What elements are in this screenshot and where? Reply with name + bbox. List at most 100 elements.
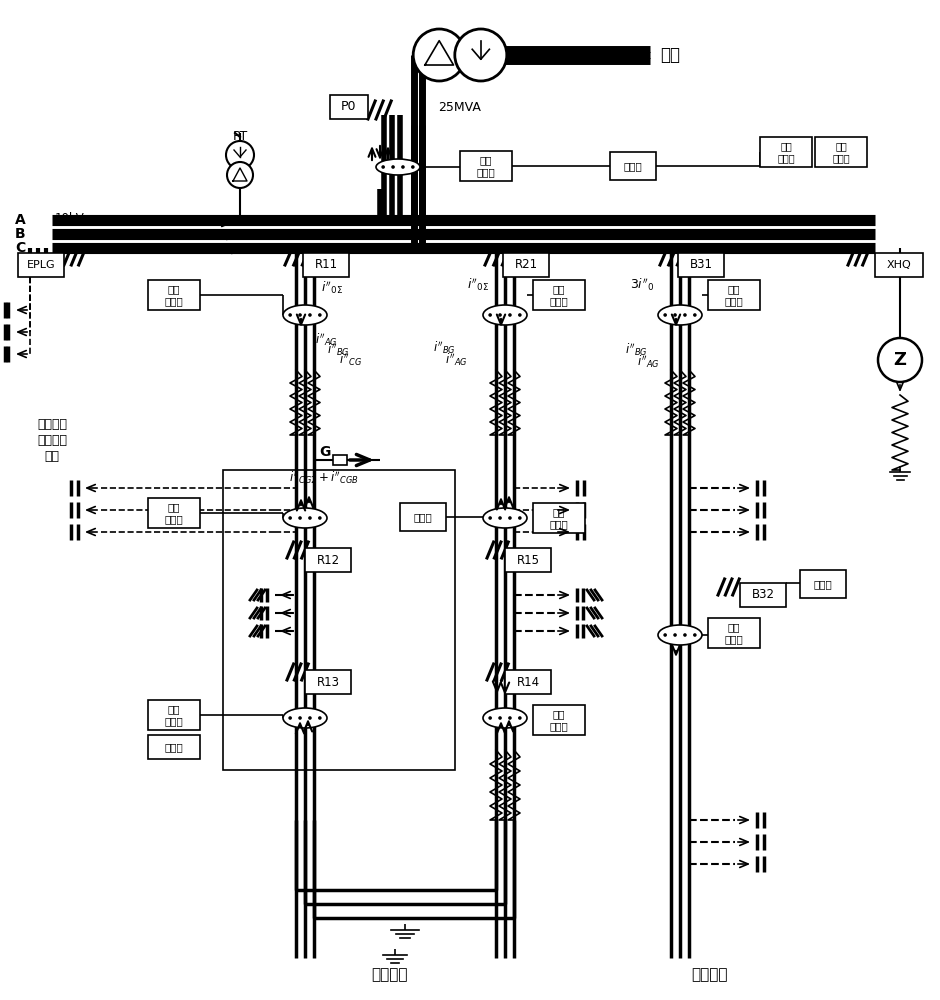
Circle shape xyxy=(289,716,292,720)
Ellipse shape xyxy=(658,305,702,325)
Bar xyxy=(333,455,347,465)
Circle shape xyxy=(489,516,492,520)
Bar xyxy=(708,280,760,310)
Circle shape xyxy=(289,516,292,520)
Circle shape xyxy=(489,716,492,720)
Circle shape xyxy=(382,165,385,169)
Text: 中心
监控机: 中心 监控机 xyxy=(832,141,850,163)
Bar xyxy=(760,137,812,167)
Circle shape xyxy=(509,516,511,520)
Circle shape xyxy=(518,516,522,520)
Bar xyxy=(533,280,585,310)
Text: $i''_{CG2}+i''_{CGB}$: $i''_{CG2}+i''_{CGB}$ xyxy=(289,470,359,486)
Text: 接地
监测器: 接地 监测器 xyxy=(725,622,744,644)
Circle shape xyxy=(673,633,677,637)
Circle shape xyxy=(693,313,697,317)
Text: 中心
通信机: 中心 通信机 xyxy=(777,141,795,163)
Bar xyxy=(148,700,200,730)
Circle shape xyxy=(289,313,292,317)
Bar xyxy=(330,95,368,119)
Text: A: A xyxy=(15,213,25,227)
Circle shape xyxy=(391,165,395,169)
Bar xyxy=(610,152,656,180)
Circle shape xyxy=(318,313,321,317)
Bar xyxy=(18,253,64,277)
Text: Z: Z xyxy=(894,351,906,369)
Text: R14: R14 xyxy=(516,676,540,688)
Text: 接地
监测器: 接地 监测器 xyxy=(164,704,183,726)
Ellipse shape xyxy=(483,708,527,728)
Circle shape xyxy=(414,29,465,81)
Bar xyxy=(460,151,512,181)
Bar xyxy=(678,253,724,277)
Text: P0: P0 xyxy=(341,101,357,113)
Text: 接地
监测器: 接地 监测器 xyxy=(550,507,569,529)
Circle shape xyxy=(683,313,687,317)
Bar xyxy=(708,618,760,648)
Bar xyxy=(533,503,585,533)
Circle shape xyxy=(878,338,922,382)
Text: 电源: 电源 xyxy=(660,46,680,64)
Ellipse shape xyxy=(283,708,327,728)
Text: $i''_{BG}$: $i''_{BG}$ xyxy=(327,342,350,358)
Text: G: G xyxy=(319,445,330,459)
Text: B32: B32 xyxy=(751,588,775,601)
Text: 辐射线路: 辐射线路 xyxy=(692,968,729,982)
Text: $i''_{AG}$: $i''_{AG}$ xyxy=(445,352,468,368)
Text: B31: B31 xyxy=(690,258,713,271)
Text: 接地
监测器: 接地 监测器 xyxy=(164,502,183,524)
Ellipse shape xyxy=(483,508,527,528)
Ellipse shape xyxy=(283,508,327,528)
Text: R12: R12 xyxy=(317,554,339,566)
Text: 通信机: 通信机 xyxy=(414,512,432,522)
Text: $i''_{CG}$: $i''_{CG}$ xyxy=(339,352,362,368)
Circle shape xyxy=(498,716,502,720)
Circle shape xyxy=(318,716,321,720)
Circle shape xyxy=(298,313,302,317)
Circle shape xyxy=(298,716,302,720)
Bar xyxy=(223,470,455,770)
Circle shape xyxy=(664,313,667,317)
Text: EPLG: EPLG xyxy=(26,260,55,270)
Bar xyxy=(533,705,585,735)
Text: 接地
监测器: 接地 监测器 xyxy=(477,155,495,177)
Bar xyxy=(148,735,200,759)
Text: 接地
监测器: 接地 监测器 xyxy=(550,284,569,306)
Circle shape xyxy=(518,716,522,720)
Text: R21: R21 xyxy=(514,258,538,271)
Bar xyxy=(503,253,549,277)
Ellipse shape xyxy=(658,625,702,645)
Circle shape xyxy=(498,313,502,317)
Text: XHQ: XHQ xyxy=(886,260,912,270)
Text: $i''_{0\Sigma}$: $i''_{0\Sigma}$ xyxy=(321,280,343,296)
Circle shape xyxy=(489,313,492,317)
Text: 10kV: 10kV xyxy=(55,212,85,225)
Text: 接地
监测器: 接地 监测器 xyxy=(550,709,569,731)
Text: $i''_{BG}$: $i''_{BG}$ xyxy=(625,342,648,358)
Circle shape xyxy=(664,633,667,637)
Circle shape xyxy=(308,716,312,720)
Bar xyxy=(815,137,867,167)
Text: $i''_{AG}$: $i''_{AG}$ xyxy=(315,332,337,348)
Bar xyxy=(505,548,551,572)
Ellipse shape xyxy=(483,305,527,325)
Text: C: C xyxy=(15,241,25,255)
Bar xyxy=(148,498,200,528)
Text: $i''_{BG}$: $i''_{BG}$ xyxy=(433,340,456,356)
Circle shape xyxy=(683,633,687,637)
Bar xyxy=(148,280,200,310)
Text: $3i''_{0}$: $3i''_{0}$ xyxy=(630,277,654,293)
Bar xyxy=(875,253,923,277)
Text: 等效其它
所有并联
线路: 等效其它 所有并联 线路 xyxy=(37,418,67,462)
Circle shape xyxy=(509,313,511,317)
Circle shape xyxy=(226,141,254,169)
Text: 25MVA: 25MVA xyxy=(439,101,481,114)
Bar xyxy=(800,570,846,598)
Circle shape xyxy=(227,162,253,188)
Circle shape xyxy=(308,313,312,317)
Text: $i''_{0\Sigma}$: $i''_{0\Sigma}$ xyxy=(467,277,490,293)
Text: B: B xyxy=(15,227,25,241)
Bar xyxy=(305,670,351,694)
Bar xyxy=(400,503,446,531)
Text: 接地
监测器: 接地 监测器 xyxy=(725,284,744,306)
